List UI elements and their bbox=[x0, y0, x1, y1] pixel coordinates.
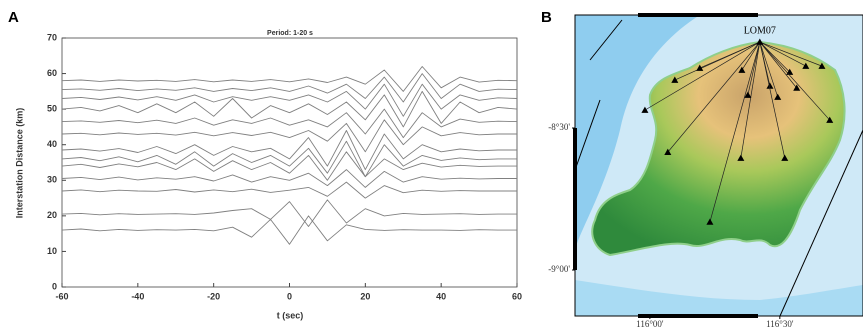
y-tick-label: 30 bbox=[47, 175, 57, 185]
y-tick-label: -8°30' bbox=[548, 122, 570, 132]
waveform bbox=[62, 109, 517, 138]
y-tick-label: 10 bbox=[47, 246, 57, 256]
waveform bbox=[62, 84, 517, 116]
y-axis-label: Interstation Distance (km) bbox=[14, 108, 24, 219]
x-tick-label: 116°30' bbox=[766, 319, 794, 329]
x-tick-label: 20 bbox=[360, 291, 370, 301]
x-axis-label: t (sec) bbox=[277, 310, 304, 320]
plot-frame bbox=[62, 38, 517, 287]
figure: A B Period: 1-20 s t (sec) Interstation … bbox=[0, 0, 863, 331]
map bbox=[573, 13, 863, 318]
y-tick-label: 60 bbox=[47, 68, 57, 78]
x-tick-label: 0 bbox=[287, 291, 292, 301]
waveform bbox=[62, 74, 517, 102]
y-tick-label: -9°00' bbox=[548, 264, 570, 274]
waveform bbox=[62, 67, 517, 92]
hub-label: LOM07 bbox=[744, 25, 776, 36]
y-tick-label: 40 bbox=[47, 139, 57, 149]
y-tick-label: 50 bbox=[47, 104, 57, 114]
y-tick-label: 0 bbox=[52, 281, 57, 291]
x-tick-label: -60 bbox=[55, 291, 68, 301]
x-tick-label: -40 bbox=[131, 291, 144, 301]
waveform bbox=[62, 170, 517, 188]
panel-label: B bbox=[541, 9, 552, 26]
waveform bbox=[62, 200, 517, 227]
waveform bbox=[62, 216, 517, 244]
waveform bbox=[62, 131, 517, 170]
panel-label: A bbox=[8, 9, 19, 26]
y-tick-label: 70 bbox=[47, 32, 57, 42]
chart-title: Period: 1-20 s bbox=[267, 30, 313, 37]
x-tick-label: 60 bbox=[512, 291, 522, 301]
waveform bbox=[62, 120, 517, 152]
frame-scale bbox=[638, 314, 758, 318]
frame-scale bbox=[638, 13, 758, 17]
y-tick-label: 20 bbox=[47, 210, 57, 220]
x-tick-label: -20 bbox=[207, 291, 220, 301]
waveform bbox=[62, 182, 517, 198]
frame-scale bbox=[573, 128, 577, 270]
x-tick-label: 116°00' bbox=[636, 319, 664, 329]
x-tick-label: 40 bbox=[436, 291, 446, 301]
